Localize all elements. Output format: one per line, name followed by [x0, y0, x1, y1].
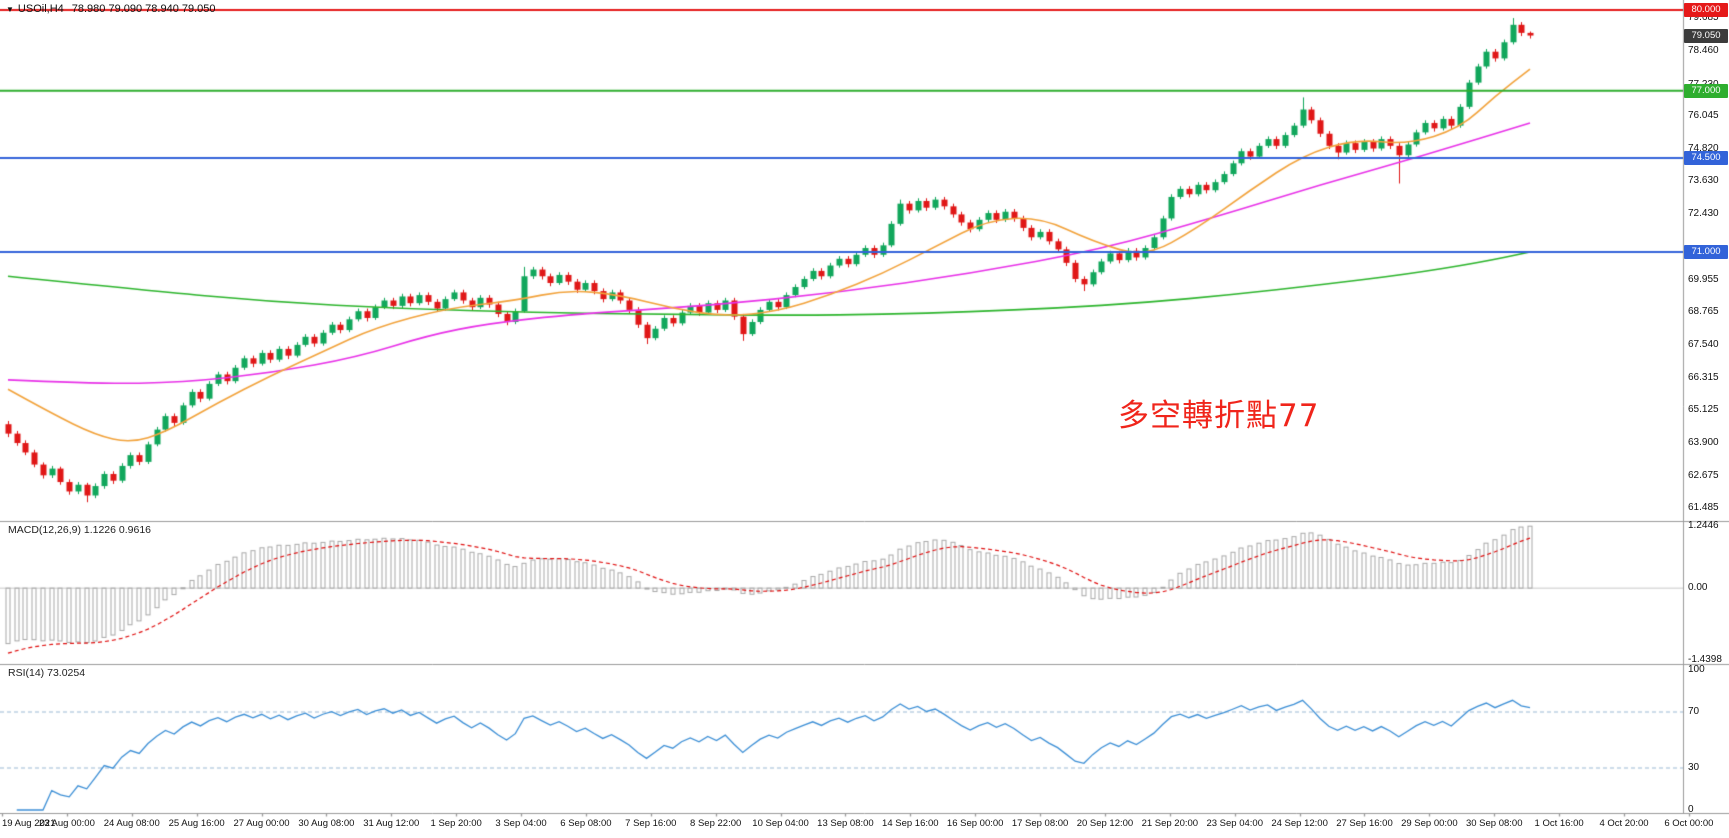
- rsi-axis-label: 100: [1688, 664, 1705, 675]
- time-axis-label: 25 Aug 16:00: [168, 818, 225, 829]
- macd-axis-label: -1.4398: [1688, 654, 1722, 665]
- price-axis-label: 63.900: [1688, 437, 1719, 449]
- price-axis-label: 66.315: [1688, 372, 1719, 384]
- time-axis-label: 13 Sep 08:00: [817, 818, 874, 829]
- time-axis-label: 30 Sep 08:00: [1465, 818, 1523, 829]
- time-axis-label: 29 Sep 00:00: [1401, 818, 1458, 829]
- macd-name: MACD(12,26,9): [8, 524, 81, 536]
- time-axis-label: 1 Oct 16:00: [1534, 818, 1584, 829]
- macd-values: 1.1226 0.9616: [83, 524, 152, 536]
- time-axis-label: 23 Aug 00:00: [38, 818, 95, 829]
- macd-axis-label: 1.2446: [1688, 520, 1719, 531]
- price-axis-label: 69.955: [1688, 274, 1719, 286]
- time-axis-label: 7 Sep 16:00: [625, 818, 677, 829]
- rsi-axis-label: 70: [1688, 706, 1700, 717]
- price-badge: 74.500: [1684, 150, 1728, 165]
- annotation-text: 多空轉折點77: [1118, 398, 1320, 434]
- time-axis-label: 6 Oct 00:00: [1664, 818, 1714, 829]
- time-axis-label: 24 Aug 08:00: [103, 818, 160, 829]
- price-badge: 80.000: [1684, 3, 1728, 17]
- rsi-name: RSI(14): [8, 667, 45, 679]
- time-axis-label: 27 Sep 16:00: [1336, 818, 1393, 829]
- time-axis-label: 31 Aug 12:00: [363, 818, 420, 829]
- time-axis-label: 1 Sep 20:00: [430, 818, 482, 829]
- chart-title: ▼ USOil,H4 78.980 79.090 78.940 79.050: [6, 3, 216, 15]
- time-axis-label: 8 Sep 22:00: [690, 818, 742, 829]
- price-badge: 77.000: [1684, 83, 1728, 98]
- rsi-value: 73.0254: [47, 667, 86, 679]
- rsi-axis-label: 30: [1688, 762, 1700, 773]
- time-axis-label: 27 Aug 00:00: [233, 818, 290, 829]
- time-axis-label: 10 Sep 04:00: [752, 818, 809, 829]
- time-axis-label: 16 Sep 00:00: [946, 818, 1004, 829]
- price-axis-label: 65.125: [1688, 404, 1719, 416]
- price-badge: 71.000: [1684, 245, 1728, 260]
- time-axis-label: 21 Sep 20:00: [1141, 818, 1199, 829]
- price-axis-label: 74.820: [1688, 143, 1719, 155]
- time-axis-label: 30 Aug 08:00: [298, 818, 355, 829]
- rsi-axis-label: 0: [1688, 804, 1694, 815]
- price-axis-label: 78.460: [1688, 45, 1719, 57]
- time-axis-label: 19 Aug 2021: [2, 818, 56, 829]
- time-axis-label: 17 Sep 08:00: [1011, 818, 1069, 829]
- rsi-indicator-label: RSI(14) 73.0254: [8, 667, 85, 679]
- price-axis-label: 68.765: [1688, 306, 1719, 318]
- price-axis-label: 76.045: [1688, 110, 1719, 122]
- time-axis-label: 6 Sep 08:00: [560, 818, 612, 829]
- price-axis-label: 73.630: [1688, 175, 1719, 187]
- time-axis-label: 14 Sep 16:00: [882, 818, 939, 829]
- symbol-timeframe-label: USOil,H4: [17, 3, 64, 15]
- time-axis-label: 4 Oct 20:00: [1599, 818, 1649, 829]
- price-axis-label: 67.540: [1688, 339, 1719, 351]
- macd-indicator-label: MACD(12,26,9) 1.1226 0.9616: [8, 524, 151, 536]
- price-axis-label: 62.675: [1688, 469, 1719, 481]
- time-axis-label: 3 Sep 04:00: [495, 818, 547, 829]
- price-axis-label: 79.685: [1688, 12, 1719, 24]
- macd-axis-label: 0.00: [1688, 582, 1708, 594]
- price-badge: 79.050: [1684, 28, 1728, 43]
- price-axis-label: 61.485: [1688, 502, 1719, 513]
- time-axis-label: 24 Sep 12:00: [1271, 818, 1328, 829]
- price-axis-label: 72.430: [1688, 207, 1719, 219]
- time-axis-label: 23 Sep 04:00: [1206, 818, 1263, 829]
- time-axis-label: 20 Sep 12:00: [1076, 818, 1134, 829]
- ohlc-values: 78.980 79.090 78.940 79.050: [71, 3, 216, 15]
- symbol-dropdown-icon[interactable]: ▼: [6, 4, 14, 14]
